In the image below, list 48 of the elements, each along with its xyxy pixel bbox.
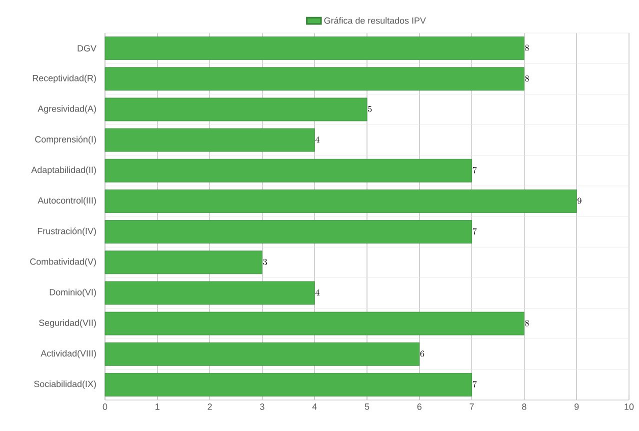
x-tick-label: 6 [417, 404, 422, 410]
data-label: 3 [263, 258, 267, 266]
data-label: 4 [315, 136, 320, 143]
x-tick-label: 10 [624, 404, 634, 410]
data-label: 8 [525, 320, 529, 326]
y-tick-label: Seguridad(VII) [39, 319, 96, 328]
bar [104, 98, 368, 122]
x-tick-label: 0 [102, 404, 108, 410]
bar [104, 373, 472, 396]
data-label: 8 [525, 44, 529, 51]
legend-label: Gráfica de resultados IPV [324, 17, 426, 24]
x-tick-label: 8 [522, 404, 526, 410]
data-label: 5 [368, 106, 372, 112]
x-tick-label: 4 [312, 404, 317, 410]
data-label: 7 [472, 167, 477, 174]
y-tick-label: Dominio(VI) [50, 288, 96, 298]
data-label: 7 [472, 381, 477, 388]
x-tick-label: 9 [574, 404, 579, 410]
x-tick-label: 5 [364, 404, 370, 410]
bar [104, 342, 420, 366]
y-tick-label: Frustración(IV) [38, 228, 96, 236]
x-tick-label: 3 [260, 404, 264, 410]
bar [104, 128, 315, 152]
bar [104, 67, 524, 91]
y-tick-label: Adaptabilidad(II) [31, 166, 96, 175]
y-tick-label: Combatividad(V) [30, 258, 96, 267]
bar [104, 312, 524, 336]
data-label: 4 [315, 289, 320, 296]
data-label: 6 [420, 350, 424, 357]
y-tick-label: Autocontrol(III) [38, 197, 96, 206]
bar [104, 281, 315, 305]
y-tick-label: Sociabilidad(IX) [34, 380, 96, 389]
bar [104, 36, 524, 60]
bar [104, 220, 472, 244]
x-tick-label: 7 [470, 404, 474, 410]
y-tick-label: Agresividad(A) [38, 105, 96, 114]
y-tick-label: Comprensión(I) [35, 136, 96, 144]
bar [104, 190, 577, 213]
bar [104, 250, 262, 274]
y-tick-label: Receptividad(R) [32, 74, 96, 84]
data-label: 8 [525, 75, 529, 82]
data-label: 7 [472, 228, 477, 234]
bar [104, 158, 472, 182]
x-tick-label: 1 [156, 404, 160, 410]
y-tick-label: Actividad(VIII) [40, 350, 96, 358]
data-label: 9 [578, 198, 582, 204]
y-tick-label: DGV [78, 45, 96, 52]
x-tick-label: 2 [208, 404, 212, 410]
